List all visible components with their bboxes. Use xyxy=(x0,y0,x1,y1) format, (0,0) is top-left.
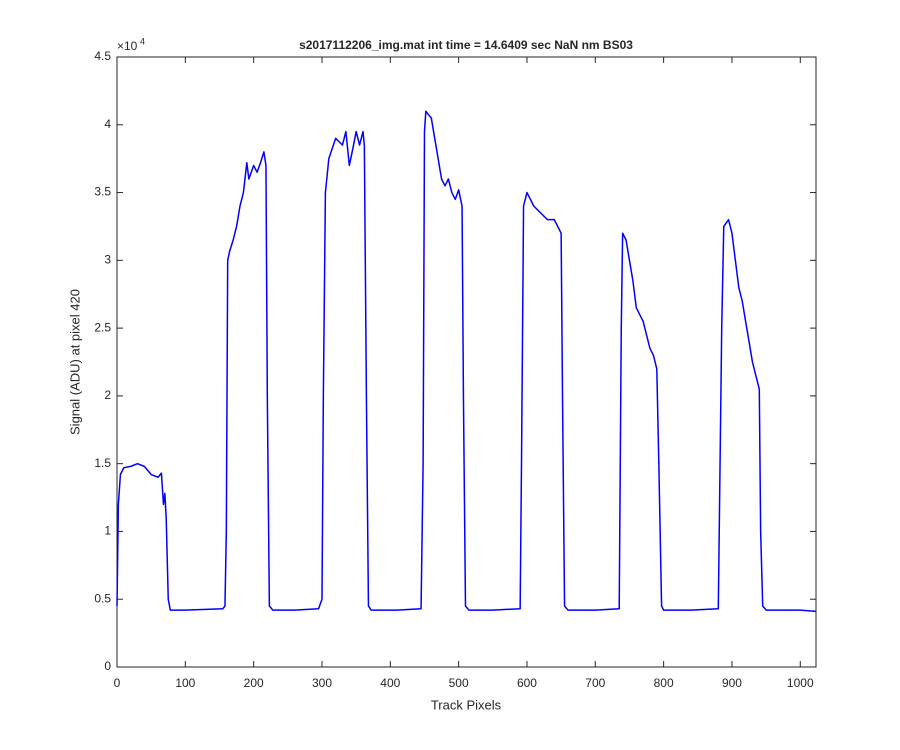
x-tick-label: 500 xyxy=(449,676,469,690)
y-tick-label: 1.5 xyxy=(94,456,111,470)
y-tick-label: 0 xyxy=(104,659,111,673)
x-tick-label: 400 xyxy=(380,676,400,690)
x-tick-label: 700 xyxy=(585,676,605,690)
y-scale-base: ×10 xyxy=(117,39,138,53)
x-tick-label: 100 xyxy=(175,676,195,690)
y-tick-label: 2.5 xyxy=(94,320,111,334)
y-tick-label: 4.5 xyxy=(94,49,111,63)
x-tick-label: 800 xyxy=(654,676,674,690)
x-tick-label: 900 xyxy=(722,676,742,690)
chart-title: s2017112206_img.mat int time = 14.6409 s… xyxy=(299,38,633,52)
y-tick-label: 3.5 xyxy=(94,185,111,199)
y-tick-label: 0.5 xyxy=(94,591,111,605)
x-tick-label: 200 xyxy=(244,676,264,690)
x-tick-label: 300 xyxy=(312,676,332,690)
data-line xyxy=(116,110,817,613)
y-tick-label: 3 xyxy=(104,253,111,267)
y-tick-label: 1 xyxy=(104,524,111,538)
x-tick-label: 1000 xyxy=(787,676,814,690)
x-axis-label: Track Pixels xyxy=(431,697,502,712)
y-axis-label: Signal (ADU) at pixel 420 xyxy=(67,289,82,435)
x-tick-label: 0 xyxy=(114,676,121,690)
y-scale-exponent: 4 xyxy=(140,36,145,46)
x-tick-label: 600 xyxy=(517,676,537,690)
axes-box xyxy=(116,56,817,668)
y-tick-label: 2 xyxy=(104,388,111,402)
y-tick-label: 4 xyxy=(104,117,111,131)
